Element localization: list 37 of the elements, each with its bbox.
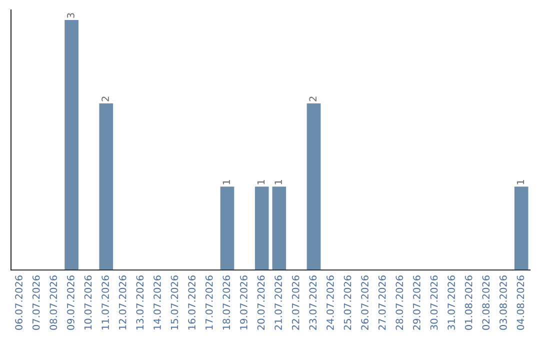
x-tick-label: 19.07.2026 xyxy=(240,275,248,330)
x-tick-label: 20.07.2026 xyxy=(257,275,265,330)
x-tick-label: 09.07.2026 xyxy=(67,275,74,330)
x-tick-label: 04.08.2026 xyxy=(516,275,524,330)
x-tick-label: 03.08.2026 xyxy=(500,275,507,330)
x-tick-label: 27.07.2026 xyxy=(378,275,386,330)
x-tick-label: 17.07.2026 xyxy=(205,275,213,330)
data-label: 1 xyxy=(257,180,265,184)
x-tick-label: 22.07.2026 xyxy=(292,275,300,330)
x-tick-label: 23.07.2026 xyxy=(309,275,317,330)
x-tick-label: 24.07.2026 xyxy=(326,275,334,330)
x-tick-label: 11.07.2026 xyxy=(102,275,109,330)
x-tick-label: 30.07.2026 xyxy=(430,275,438,330)
x-tick-label: 01.08.2026 xyxy=(464,275,472,330)
x-tick-label: 02.08.2026 xyxy=(482,275,490,330)
x-tick-label: 31.07.2026 xyxy=(448,275,455,330)
x-tick-label: 16.07.2026 xyxy=(188,275,196,330)
x-tick-label: 29.07.2026 xyxy=(413,275,420,330)
data-label: 2 xyxy=(309,96,316,102)
x-tick-label: 21.07.2026 xyxy=(274,275,282,330)
data-label: 2 xyxy=(102,96,109,102)
x-tick-label: 12.07.2026 xyxy=(118,275,126,330)
x-tick-label: 18.07.2026 xyxy=(222,275,230,330)
x-tick-label: 14.07.2026 xyxy=(154,275,161,330)
data-label: 1 xyxy=(274,180,282,184)
x-tick-label: 10.07.2026 xyxy=(84,275,92,330)
data-label: 1 xyxy=(222,180,230,184)
x-tick-label: 15.07.2026 xyxy=(170,275,178,330)
x-tick-label: 08.07.2026 xyxy=(50,275,58,330)
data-label: 1 xyxy=(516,180,524,184)
x-tick-label: 13.07.2026 xyxy=(136,275,144,330)
x-tick-label: 07.07.2026 xyxy=(32,275,40,330)
data-label: 3 xyxy=(67,13,74,18)
x-tick-label: 25.07.2026 xyxy=(344,275,352,330)
x-tick-label: 28.07.2026 xyxy=(396,275,404,330)
x-tick-label: 26.07.2026 xyxy=(361,275,368,330)
x-tick-label: 06.07.2026 xyxy=(15,275,22,330)
